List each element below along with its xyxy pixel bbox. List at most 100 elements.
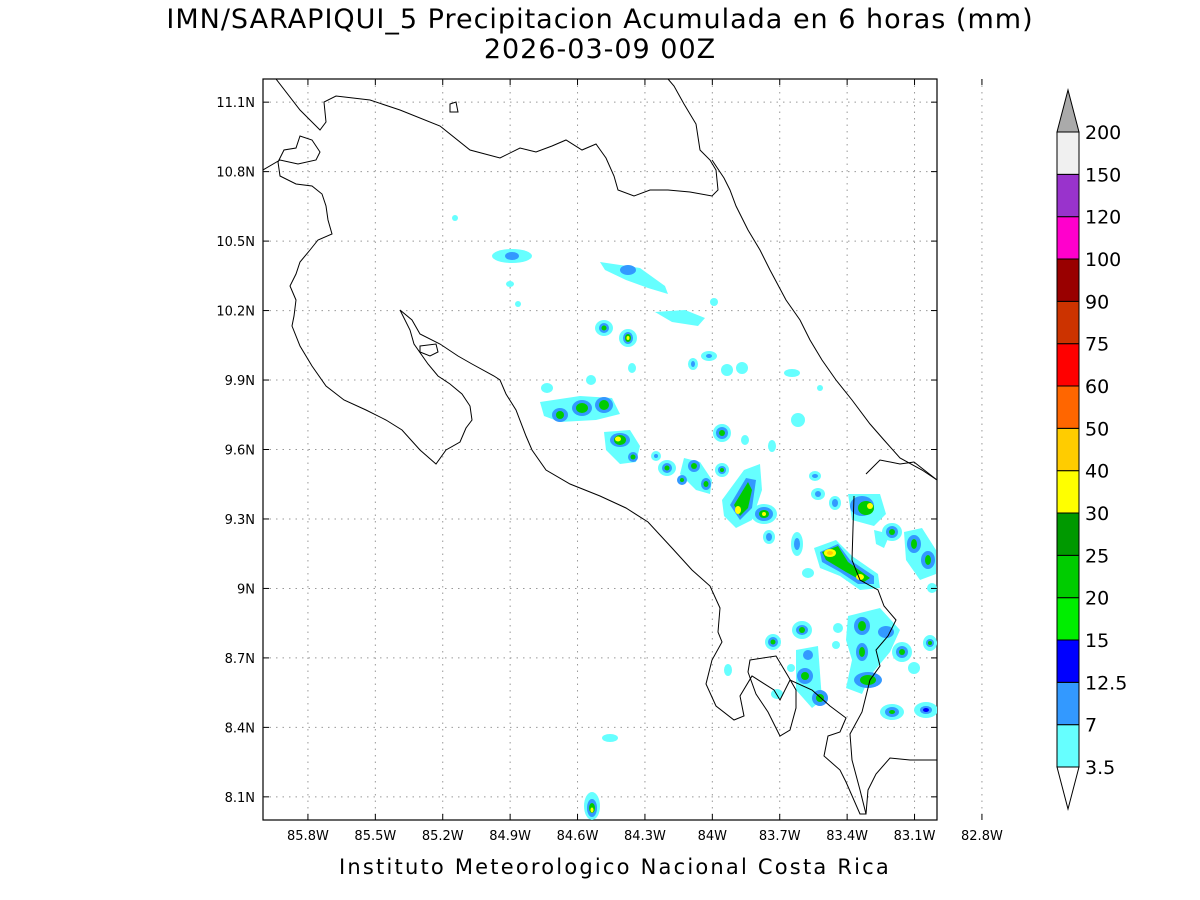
pacific-coast xyxy=(263,135,937,815)
rain-cell xyxy=(923,635,937,651)
rain-cell xyxy=(677,458,712,494)
colorbar-level-label: 12.5 xyxy=(1085,672,1127,694)
colorbar-level-label: 20 xyxy=(1085,588,1109,610)
rain-cell xyxy=(833,623,843,633)
colorbar-level-label: 3.5 xyxy=(1085,757,1115,779)
rain-cell xyxy=(688,358,698,370)
panama-border xyxy=(849,495,897,815)
x-tick-label: 85.2W xyxy=(422,829,464,844)
colorbar-swatch xyxy=(1056,300,1080,345)
colorbar-legend: 3.5 7 12.5 15 20 25 30 40 50 60 75 90 100 120 150 200 xyxy=(1056,88,1127,811)
island-outline xyxy=(449,101,459,113)
rain-cell xyxy=(811,488,825,500)
colorbar-swatch xyxy=(1056,427,1080,472)
y-tick-label: 8.4N xyxy=(225,721,255,736)
colorbar-level-label: 25 xyxy=(1085,545,1109,567)
rain-cell xyxy=(540,396,620,422)
y-tick-label: 9.3N xyxy=(225,513,255,528)
colorbar-swatch xyxy=(1056,216,1080,260)
colorbar-swatch xyxy=(1056,343,1080,387)
nicaragua-border xyxy=(275,79,719,197)
rain-cell xyxy=(541,383,553,393)
institution-credit: Instituto Meteorologico Nacional Costa R… xyxy=(339,855,891,879)
y-tick-label: 8.1N xyxy=(225,791,255,806)
rain-cell xyxy=(701,351,717,361)
y-tick-label: 9.9N xyxy=(225,374,255,389)
rain-cell xyxy=(724,664,732,676)
x-tick-label: 84.6W xyxy=(557,829,599,844)
colorbar-level-label: 150 xyxy=(1085,164,1121,186)
colorbar-level-label: 15 xyxy=(1085,630,1109,652)
x-tick-label: 85.5W xyxy=(354,829,396,844)
x-tick-label: 85.8W xyxy=(287,829,329,844)
x-tick-label: 84W xyxy=(698,829,728,844)
y-tick-label: 8.7N xyxy=(225,652,255,667)
rain-cell xyxy=(802,568,814,578)
colorbar-level-label: 50 xyxy=(1085,418,1109,440)
colorbar-swatch xyxy=(1056,173,1080,218)
precipitation-field xyxy=(452,215,937,820)
y-tick-label: 9N xyxy=(237,582,255,597)
rain-cell xyxy=(904,528,936,580)
rain-cell xyxy=(768,440,776,452)
rain-cell xyxy=(741,435,749,445)
colorbar-swatch xyxy=(1056,131,1080,175)
colorbar-level-label: 60 xyxy=(1085,376,1109,398)
rain-cell xyxy=(586,375,596,385)
rain-cell xyxy=(710,298,718,306)
colorbar-level-label: 75 xyxy=(1085,334,1109,356)
x-tick-label: 83.7W xyxy=(759,829,801,844)
rain-cell xyxy=(771,689,783,699)
colorbar-swatch xyxy=(1056,639,1080,683)
y-tick-label: 10.2N xyxy=(216,305,255,320)
colorbar-swatch xyxy=(1056,512,1080,556)
rain-cell xyxy=(721,364,733,376)
rain-cell xyxy=(595,320,613,336)
colorbar-level-label: 90 xyxy=(1085,291,1109,313)
colorbar-level-label: 200 xyxy=(1085,122,1121,144)
caribbean-coast xyxy=(711,159,937,481)
colorbar-swatch xyxy=(1056,258,1080,302)
latitude-axis: 11.1N 10.8N 10.5N 10.2N 9.9N 9.6N 9.3N 9N 8.7N 8.… xyxy=(216,96,937,806)
rain-cell xyxy=(908,662,920,674)
rain-cell xyxy=(784,369,800,377)
rain-cell xyxy=(619,329,637,347)
rain-cell xyxy=(765,634,781,650)
x-tick-label: 83.4W xyxy=(826,829,868,844)
colorbar-min-arrow xyxy=(1056,766,1080,811)
bocas-coast xyxy=(865,459,937,481)
rain-cell xyxy=(791,532,803,556)
coastline-and-borders xyxy=(263,79,937,815)
rain-cell xyxy=(763,530,775,544)
rain-cell xyxy=(600,262,668,294)
rain-cell xyxy=(848,494,886,526)
rain-cell xyxy=(736,362,748,374)
rain-cell xyxy=(880,704,904,720)
x-tick-label: 83.1W xyxy=(894,829,936,844)
colorbar-swatch xyxy=(1056,470,1080,514)
rain-cell xyxy=(715,463,729,477)
rain-cell xyxy=(832,641,840,649)
colorbar-swatch xyxy=(1056,554,1080,599)
y-tick-label: 9.6N xyxy=(225,444,255,459)
rain-cell xyxy=(492,249,532,263)
map-title: IMN/SARAPIQUI_5 Precipitacion Acumulada … xyxy=(166,4,1034,35)
colorbar-swatch xyxy=(1056,597,1080,641)
rain-cell xyxy=(584,792,600,820)
colorbar-level-label: 7 xyxy=(1085,715,1097,737)
rain-cell xyxy=(882,523,902,541)
rain-cell xyxy=(628,363,636,373)
island-outline xyxy=(419,343,439,357)
colorbar-swatch xyxy=(1056,724,1080,768)
rain-cell xyxy=(506,281,514,287)
rain-cell xyxy=(846,608,900,694)
rain-cell xyxy=(751,504,777,524)
rain-cell xyxy=(814,540,880,590)
rain-cell xyxy=(914,702,937,718)
rain-cell xyxy=(892,642,912,662)
y-tick-label: 10.5N xyxy=(216,235,255,250)
rain-cell xyxy=(602,734,618,742)
colorbar-level-label: 40 xyxy=(1085,461,1109,483)
rain-cell xyxy=(787,664,795,672)
